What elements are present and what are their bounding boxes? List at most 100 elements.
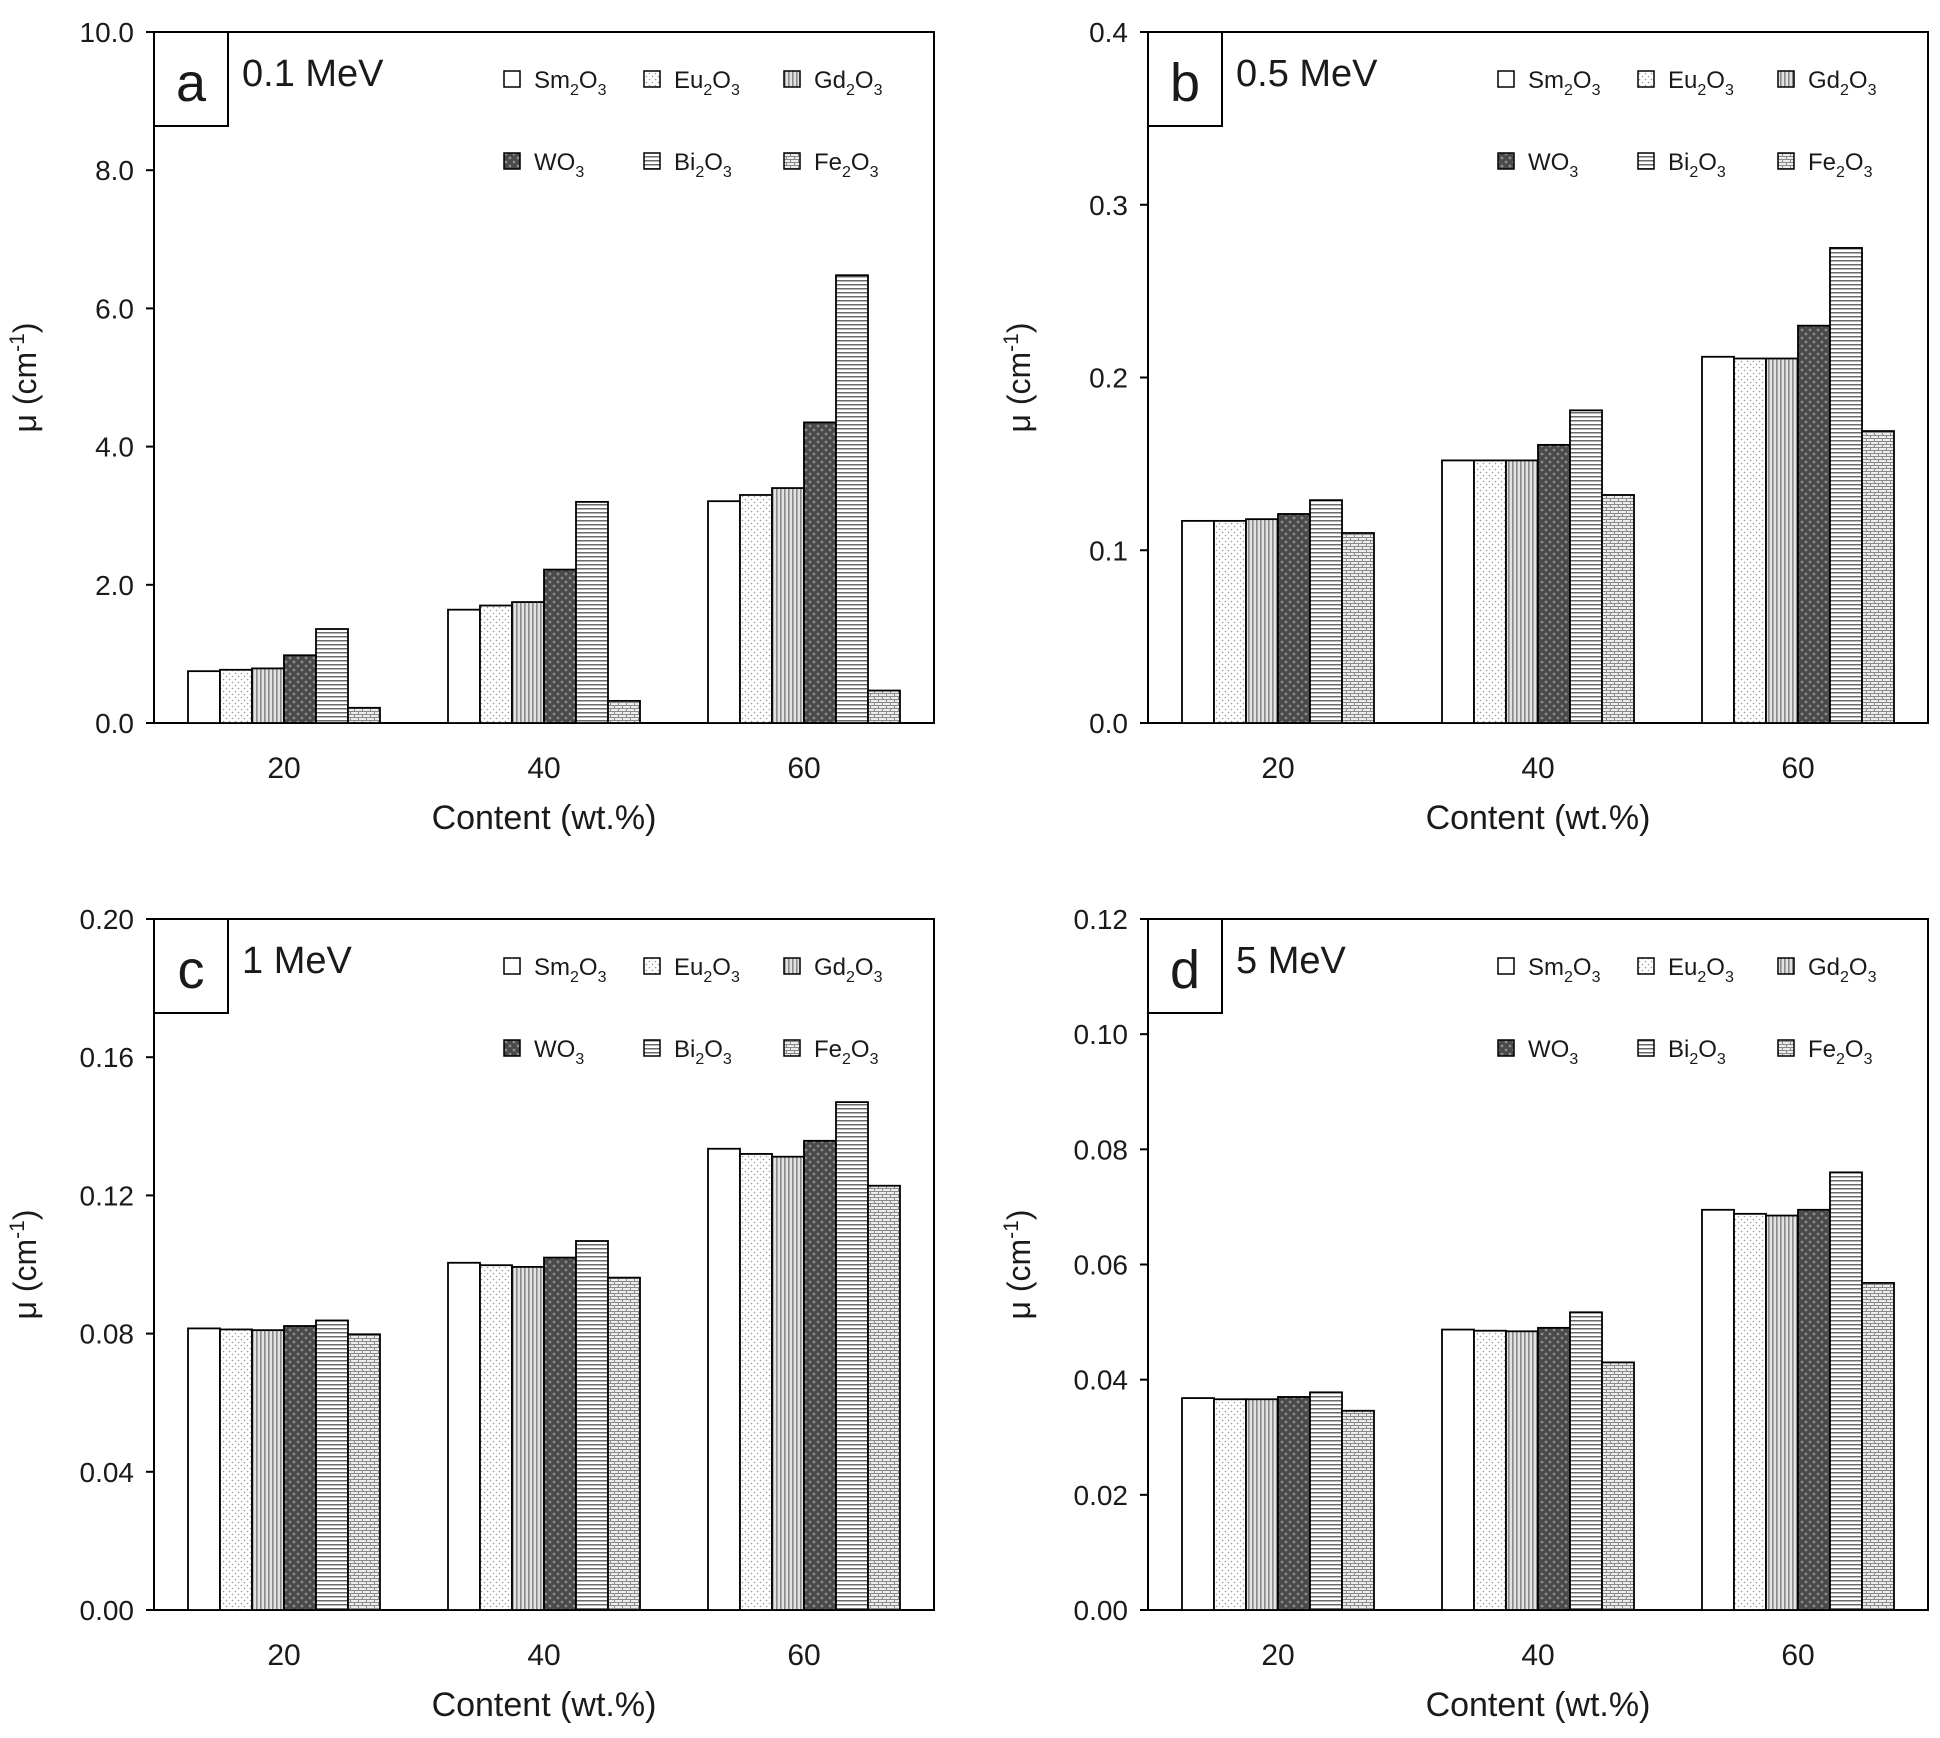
x-tick-label: 60 (787, 752, 820, 785)
x-tick-label: 20 (1261, 1639, 1294, 1672)
legend-label: Eu2O3 (1668, 67, 1734, 99)
bar-Gd2O3-40 (1505, 459, 1539, 724)
y-tick-label: 8.0 (95, 155, 134, 186)
legend-label: Sm2O3 (534, 67, 607, 99)
x-tick-label: 60 (1781, 752, 1814, 785)
x-axis-label: Content (wt.%) (1426, 799, 1651, 837)
y-axis-label: μ (cm-1) (6, 1210, 43, 1320)
x-tick-label: 20 (1261, 752, 1294, 785)
chart-title: 0.5 MeV (1236, 53, 1378, 95)
chart-title: 0.1 MeV (242, 53, 384, 95)
legend-label: Bi2O3 (1668, 149, 1726, 181)
chart-panel-d: 0.00 0.02 0.04 0.06 0.08 0.10 0.12 μ (cm-1) 20 40… (1000, 904, 1929, 1724)
legend-swatch (1637, 957, 1655, 975)
legend-label: Eu2O3 (674, 67, 740, 99)
x-tick-label: 40 (1521, 752, 1554, 785)
bar-Fe2O3-40 (607, 699, 641, 724)
legend-label: Sm2O3 (1528, 954, 1601, 986)
chart-title: 5 MeV (1236, 940, 1346, 982)
legend-swatch (1777, 957, 1795, 975)
bar-WO3-60 (1797, 1208, 1831, 1611)
panel-letter-box (1147, 31, 1223, 127)
bar-WO3-20 (283, 1325, 317, 1611)
bar-Bi2O3-60 (1829, 1171, 1863, 1611)
legend-label: Fe2O3 (1808, 149, 1873, 181)
bar-Sm2O3-40 (1441, 1328, 1475, 1611)
y-tick-label: 0.08 (80, 1319, 135, 1350)
panel-letter-box (1147, 918, 1223, 1014)
y-tick-label: 0.1 (1089, 535, 1128, 566)
legend-label: Eu2O3 (674, 954, 740, 986)
y-tick-label: 0.10 (1074, 1019, 1129, 1050)
bar-Fe2O3-20 (1341, 1409, 1375, 1611)
legend-label: Sm2O3 (1528, 67, 1601, 99)
y-tick-label: 0.06 (1074, 1250, 1129, 1281)
legend-label: Fe2O3 (1808, 1036, 1873, 1068)
bar-Fe2O3-60 (1861, 430, 1895, 724)
bar-Sm2O3-20 (187, 1327, 221, 1611)
legend-swatch (503, 152, 521, 170)
x-tick-label: 40 (527, 1639, 560, 1672)
bar-Bi2O3-40 (575, 500, 609, 724)
legend-swatch (503, 957, 521, 975)
legend-swatch (783, 1039, 801, 1057)
y-tick-label: 0.00 (80, 1595, 135, 1626)
bar-Fe2O3-40 (1601, 1361, 1635, 1611)
legend-label: WO3 (1528, 149, 1578, 181)
bar-WO3-60 (803, 1139, 837, 1611)
bar-WO3-20 (1277, 513, 1311, 724)
bar-WO3-40 (543, 1256, 577, 1611)
x-axis-label: Content (wt.%) (432, 1686, 657, 1724)
bar-Bi2O3-20 (315, 1319, 349, 1611)
y-tick-label: 4.0 (95, 432, 134, 463)
bar-WO3-60 (1797, 324, 1831, 724)
y-tick-label: 0.12 (80, 1180, 135, 1211)
bar-WO3-40 (1537, 1326, 1571, 1611)
bar-Gd2O3-40 (511, 1266, 545, 1611)
y-tick-label: 2.0 (95, 570, 134, 601)
bar-Sm2O3-40 (447, 608, 481, 724)
legend-swatch (643, 957, 661, 975)
y-axis-label: μ (cm-1) (1000, 1210, 1037, 1320)
legend-swatch (1637, 70, 1655, 88)
bar-Eu2O3-60 (1733, 1212, 1767, 1611)
bar-WO3-40 (1537, 443, 1571, 724)
bar-WO3-40 (543, 568, 577, 724)
legend-swatch (783, 957, 801, 975)
legend-swatch (643, 70, 661, 88)
y-tick-label: 0.2 (1089, 363, 1128, 394)
panel-letter: b (1170, 53, 1200, 113)
y-tick-label: 6.0 (95, 293, 134, 324)
bar-Eu2O3-40 (479, 1264, 513, 1611)
panel-letter: c (178, 940, 205, 1000)
legend-label: Gd2O3 (1808, 954, 1877, 986)
legend-swatch (783, 70, 801, 88)
x-axis-label: Content (wt.%) (432, 799, 657, 837)
bar-Sm2O3-60 (707, 500, 741, 724)
bar-Eu2O3-40 (479, 604, 513, 724)
y-tick-label: 0.00 (1074, 1595, 1129, 1626)
bar-Fe2O3-40 (607, 1276, 641, 1611)
bar-Sm2O3-40 (447, 1261, 481, 1611)
y-tick-label: 10.0 (80, 17, 135, 48)
bar-Bi2O3-20 (315, 628, 349, 724)
x-tick-label: 20 (267, 1639, 300, 1672)
bar-Sm2O3-60 (707, 1147, 741, 1611)
y-axis-label: μ (cm-1) (1000, 323, 1037, 433)
x-tick-label: 40 (527, 752, 560, 785)
bar-Eu2O3-20 (219, 1328, 253, 1611)
legend-swatch (1637, 152, 1655, 170)
bar-Gd2O3-60 (771, 1155, 805, 1611)
bar-Fe2O3-20 (347, 1333, 381, 1611)
legend-label: WO3 (534, 149, 584, 181)
y-tick-label: 0.08 (1074, 1134, 1129, 1165)
y-tick-label: 0.04 (80, 1457, 135, 1488)
legend-swatch (1777, 70, 1795, 88)
bar-Fe2O3-20 (347, 706, 381, 724)
bar-WO3-60 (803, 421, 837, 724)
legend-swatch (1637, 1039, 1655, 1057)
chart-panel-b: 0.0 0.1 0.2 0.3 0.4 μ (cm-1) 20 40 60 Content (wt… (1000, 17, 1929, 837)
legend-swatch (1497, 70, 1515, 88)
legend-swatch (643, 152, 661, 170)
